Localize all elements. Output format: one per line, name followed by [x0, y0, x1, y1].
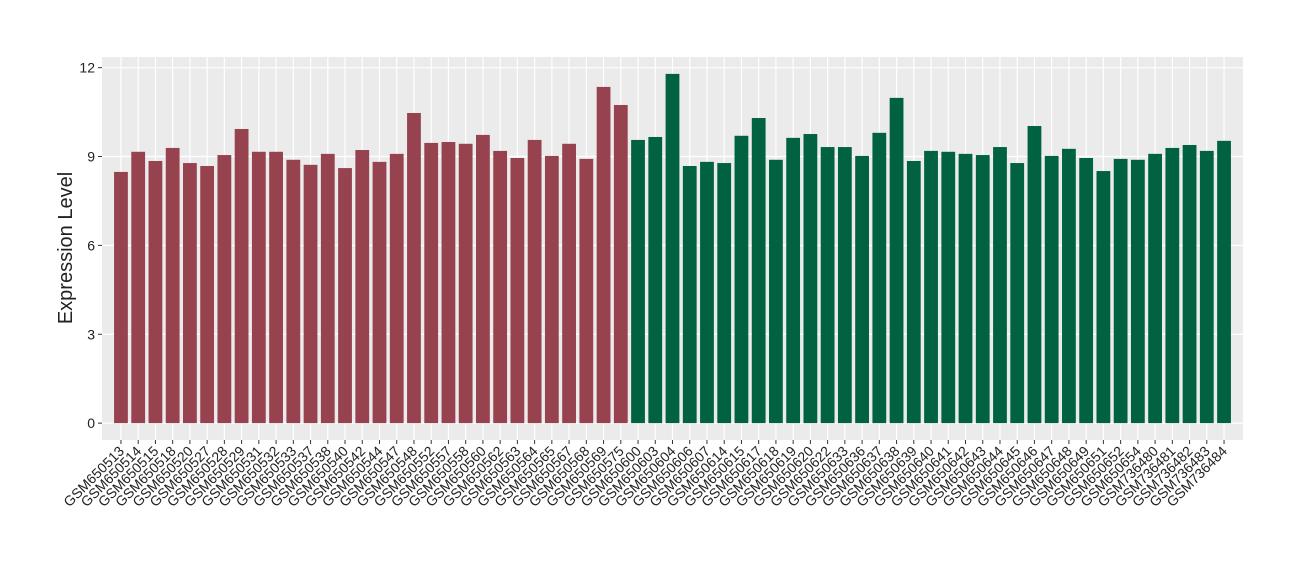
bar: [837, 147, 852, 424]
bar: [338, 168, 352, 424]
bar: [648, 136, 663, 424]
bar: [975, 155, 990, 424]
bar: [1148, 153, 1162, 424]
bar: [114, 171, 128, 424]
bar: [493, 150, 508, 424]
bar: [872, 132, 887, 424]
bar: [562, 143, 576, 424]
bar: [734, 135, 749, 424]
bar: [1010, 163, 1025, 424]
y-tick-label: 12: [79, 60, 95, 76]
bar: [1217, 140, 1231, 424]
bar: [631, 139, 645, 424]
bar: [1130, 159, 1145, 424]
bar: [751, 118, 766, 424]
bar: [855, 155, 869, 424]
bar: [1096, 171, 1111, 424]
bar: [682, 166, 697, 424]
bar: [579, 158, 594, 424]
bar: [217, 155, 232, 424]
bar: [286, 159, 301, 424]
bar: [1113, 158, 1128, 424]
bar: [1165, 147, 1180, 424]
bar: [234, 128, 249, 424]
bar: [131, 151, 146, 424]
bar: [924, 150, 938, 424]
bar: [1182, 144, 1197, 424]
bar: [665, 73, 680, 424]
bar: [183, 163, 197, 424]
bar: [269, 151, 283, 424]
bar: [1079, 158, 1094, 424]
bar: [1062, 148, 1076, 424]
y-tick-label: 9: [87, 149, 95, 165]
bar: [407, 112, 421, 424]
bar: [906, 160, 921, 424]
bar: [476, 134, 490, 424]
bar: [510, 158, 525, 424]
bar: [717, 163, 732, 424]
y-tick-label: 0: [87, 415, 95, 431]
bar: [889, 97, 904, 424]
bar: [372, 161, 387, 424]
bar: [165, 147, 180, 424]
bar: [544, 155, 559, 424]
bar: [958, 153, 973, 424]
y-tick-label: 3: [87, 326, 95, 342]
y-axis-title: Expression Level: [55, 172, 77, 324]
bar: [148, 160, 163, 424]
bar: [441, 142, 456, 424]
bar: [993, 147, 1007, 424]
bar: [1044, 155, 1059, 424]
bar: [389, 153, 404, 424]
bar: [458, 143, 473, 424]
bar: [803, 134, 818, 424]
bar: [820, 147, 835, 424]
bar: [786, 137, 801, 424]
bar: [200, 166, 215, 424]
bar: [320, 153, 335, 424]
bar: [303, 164, 318, 424]
bar: [424, 142, 439, 424]
bar: [1199, 150, 1214, 424]
y-tick-label: 6: [87, 237, 95, 253]
bar: [941, 151, 956, 424]
bar: [527, 139, 542, 424]
bar: [596, 86, 611, 424]
bar: [769, 159, 783, 424]
bar: [700, 161, 714, 424]
bar: [355, 150, 370, 424]
bar: [251, 151, 266, 424]
bar: [613, 104, 628, 424]
bar: [1027, 126, 1042, 424]
